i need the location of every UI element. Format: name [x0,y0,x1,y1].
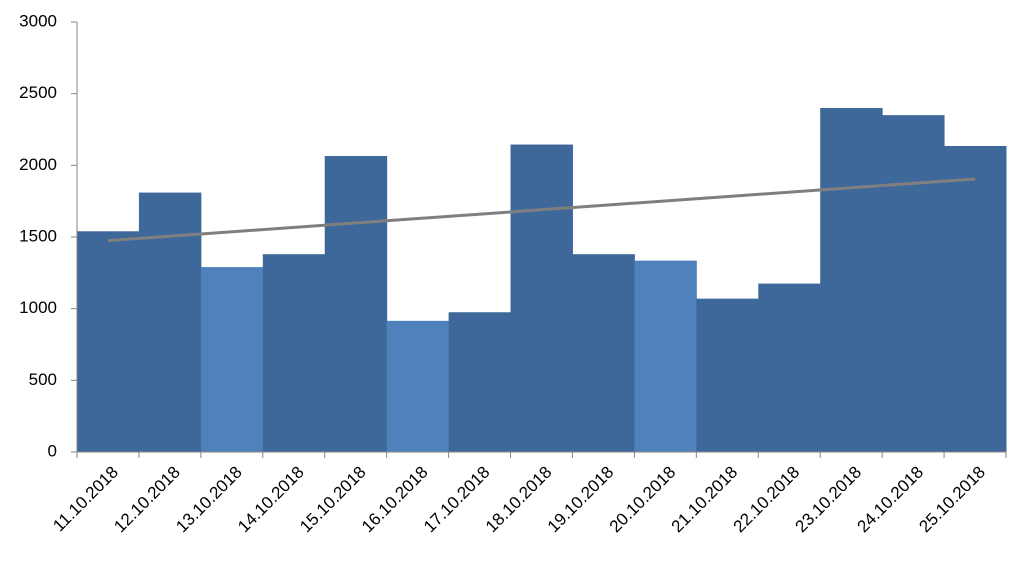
bar [324,156,388,452]
x-tick-label: 22.10.2018 [730,463,804,537]
y-tick-label: 3000 [19,11,57,30]
y-tick-label: 1500 [19,226,57,245]
bar [200,267,264,452]
x-tick-label: 21.10.2018 [668,463,742,537]
x-tick-label: 24.10.2018 [853,463,927,537]
bar [758,283,821,452]
bar [696,298,759,452]
x-tick-label: 20.10.2018 [606,463,680,537]
bar [820,108,883,452]
y-tick-label: 0 [48,441,57,460]
bar [572,254,635,452]
bar [510,144,573,453]
x-tick-label: 15.10.2018 [296,463,370,537]
x-tick-label: 18.10.2018 [482,463,556,537]
x-tick-label: 23.10.2018 [792,463,866,537]
x-tick-label: 25.10.2018 [915,463,989,537]
x-tick-label: 13.10.2018 [172,463,246,537]
bar [386,320,450,452]
x-tick-label: 17.10.2018 [420,463,494,537]
x-tick-label: 16.10.2018 [358,463,432,537]
bar [262,254,326,452]
bar [138,192,202,453]
bar [944,145,1007,452]
y-tick-label: 500 [29,370,57,389]
y-tick-label: 2000 [19,155,57,174]
x-tick-label: 14.10.2018 [234,463,308,537]
bar [882,115,945,453]
x-tick-label: 12.10.2018 [110,463,184,537]
y-tick-label: 1000 [19,298,57,317]
bar [448,312,512,452]
trendline [107,177,976,243]
y-tick-label: 2500 [19,83,57,102]
bar [77,231,140,452]
x-tick-label: 19.10.2018 [544,463,618,537]
bar [634,260,697,452]
